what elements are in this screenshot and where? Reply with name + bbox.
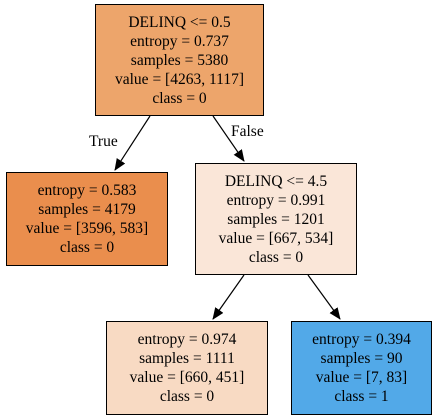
- node-entropy: entropy = 0.991: [226, 191, 326, 209]
- edge-right-to-right-left: [212, 274, 245, 320]
- node-value: value = [4263, 1117]: [115, 70, 244, 88]
- node-class: class = 0: [159, 388, 215, 405]
- edge-root-to-left: [114, 115, 151, 171]
- node-entropy: entropy = 0.974: [137, 331, 237, 348]
- node-value: value = [660, 451]: [129, 369, 245, 386]
- tree-node-right: DELINQ <= 4.5 entropy = 0.991 samples = …: [195, 163, 357, 275]
- edge-right-to-right-right: [307, 274, 341, 320]
- tree-node-root: DELINQ <= 0.5 entropy = 0.737 samples = …: [95, 4, 264, 116]
- node-entropy: entropy = 0.394: [312, 331, 411, 348]
- tree-node-right-right-leaf: entropy = 0.394 samples = 90 value = [7,…: [291, 321, 432, 415]
- tree-node-right-left-leaf: entropy = 0.974 samples = 1111 value = […: [106, 321, 268, 415]
- node-value: value = [7, 83]: [315, 369, 408, 386]
- tree-node-left-leaf: entropy = 0.583 samples = 4179 value = […: [6, 172, 168, 266]
- node-class: class = 0: [152, 89, 207, 107]
- edge-label-false: False: [231, 123, 264, 140]
- node-samples: samples = 90: [320, 350, 403, 367]
- node-class: class = 0: [59, 239, 115, 256]
- node-class: class = 1: [334, 388, 389, 405]
- edge-root-to-right: [212, 115, 245, 162]
- node-samples: samples = 1201: [227, 210, 325, 228]
- node-entropy: entropy = 0.583: [37, 182, 137, 199]
- edge-label-true: True: [89, 133, 118, 150]
- node-entropy: entropy = 0.737: [130, 32, 229, 50]
- node-samples: samples = 4179: [38, 201, 136, 218]
- node-condition: DELINQ <= 0.5: [128, 13, 231, 31]
- node-value: value = [3596, 583]: [25, 220, 149, 237]
- node-class: class = 0: [248, 248, 304, 266]
- node-samples: samples = 1111: [139, 350, 235, 367]
- node-samples: samples = 5380: [130, 51, 229, 69]
- node-value: value = [667, 534]: [218, 229, 334, 247]
- node-condition: DELINQ <= 4.5: [224, 172, 328, 190]
